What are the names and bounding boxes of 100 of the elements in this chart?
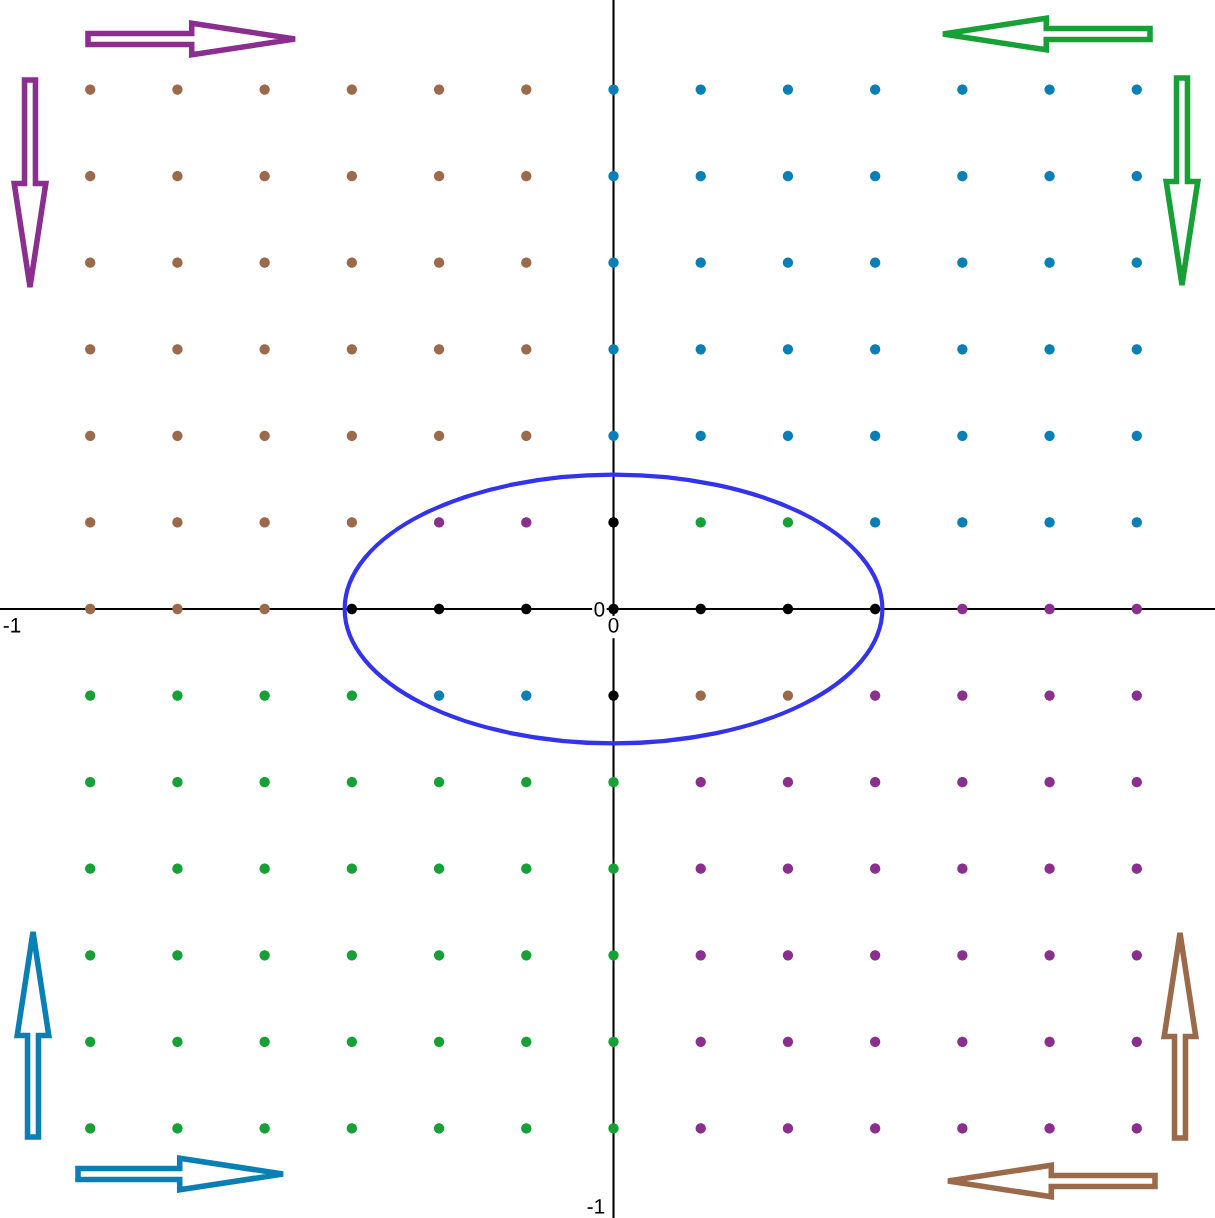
point bbox=[259, 257, 270, 268]
point bbox=[1131, 257, 1142, 268]
point bbox=[521, 344, 532, 355]
point bbox=[1044, 84, 1055, 95]
point bbox=[782, 603, 794, 615]
point bbox=[172, 517, 183, 528]
point bbox=[433, 84, 445, 95]
point bbox=[172, 430, 183, 441]
point bbox=[259, 344, 270, 355]
point bbox=[172, 950, 183, 961]
point bbox=[85, 603, 96, 615]
point bbox=[85, 950, 96, 961]
point bbox=[433, 430, 445, 441]
point bbox=[433, 1123, 445, 1134]
point bbox=[870, 777, 881, 788]
point bbox=[346, 257, 358, 268]
point bbox=[1044, 603, 1055, 615]
point bbox=[870, 344, 881, 355]
point bbox=[172, 603, 183, 615]
point bbox=[1131, 344, 1142, 355]
point bbox=[521, 777, 532, 788]
point bbox=[870, 257, 881, 268]
point bbox=[346, 170, 358, 182]
point bbox=[957, 1123, 968, 1134]
point bbox=[172, 257, 183, 268]
point bbox=[1131, 950, 1142, 961]
point bbox=[433, 863, 445, 874]
point bbox=[85, 430, 96, 441]
point bbox=[957, 344, 968, 355]
point bbox=[608, 1123, 619, 1134]
point bbox=[346, 603, 358, 615]
point bbox=[695, 84, 706, 95]
point bbox=[433, 344, 445, 355]
point bbox=[1131, 690, 1142, 701]
point bbox=[695, 344, 706, 355]
point bbox=[433, 777, 445, 788]
point bbox=[85, 863, 96, 874]
point bbox=[1044, 1036, 1055, 1048]
point bbox=[957, 690, 968, 701]
point bbox=[346, 863, 358, 874]
point bbox=[259, 603, 270, 615]
point bbox=[695, 430, 706, 441]
point bbox=[782, 170, 794, 182]
point bbox=[346, 430, 358, 441]
point bbox=[85, 517, 96, 528]
point bbox=[172, 1036, 183, 1048]
point bbox=[608, 430, 619, 441]
point bbox=[782, 517, 794, 528]
point bbox=[608, 603, 619, 615]
point bbox=[521, 517, 532, 528]
point bbox=[608, 170, 619, 182]
point bbox=[172, 690, 183, 701]
point bbox=[1044, 344, 1055, 355]
point bbox=[1044, 690, 1055, 701]
point bbox=[1131, 1036, 1142, 1048]
point bbox=[608, 863, 619, 874]
point bbox=[608, 777, 619, 788]
point bbox=[695, 603, 706, 615]
point bbox=[1044, 170, 1055, 182]
point bbox=[695, 1036, 706, 1048]
point bbox=[1044, 430, 1055, 441]
point bbox=[85, 257, 96, 268]
point bbox=[85, 1036, 96, 1048]
point bbox=[608, 257, 619, 268]
point bbox=[521, 1123, 532, 1134]
point bbox=[782, 690, 794, 701]
point bbox=[346, 690, 358, 701]
point bbox=[957, 863, 968, 874]
point bbox=[259, 690, 270, 701]
point bbox=[957, 950, 968, 961]
point bbox=[695, 257, 706, 268]
point bbox=[957, 517, 968, 528]
point bbox=[782, 84, 794, 95]
point bbox=[870, 1036, 881, 1048]
point bbox=[521, 603, 532, 615]
point bbox=[172, 344, 183, 355]
point bbox=[521, 690, 532, 701]
point bbox=[782, 430, 794, 441]
point bbox=[433, 603, 445, 615]
point bbox=[1044, 517, 1055, 528]
point bbox=[259, 1036, 270, 1048]
point bbox=[870, 690, 881, 701]
point bbox=[85, 84, 96, 95]
point bbox=[695, 1123, 706, 1134]
point bbox=[1044, 950, 1055, 961]
point bbox=[433, 1036, 445, 1048]
point bbox=[433, 950, 445, 961]
point bbox=[608, 1036, 619, 1048]
point bbox=[695, 863, 706, 874]
point bbox=[521, 84, 532, 95]
point bbox=[172, 170, 183, 182]
point bbox=[259, 84, 270, 95]
point bbox=[695, 777, 706, 788]
point bbox=[608, 950, 619, 961]
point bbox=[521, 170, 532, 182]
point bbox=[433, 170, 445, 182]
point bbox=[1131, 170, 1142, 182]
point bbox=[1131, 777, 1142, 788]
point bbox=[172, 863, 183, 874]
point bbox=[1131, 517, 1142, 528]
